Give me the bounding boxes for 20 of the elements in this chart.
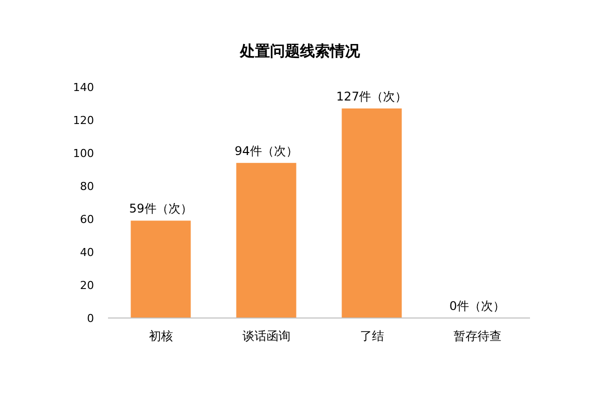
bar bbox=[342, 108, 402, 318]
y-tick-label: 80 bbox=[80, 180, 94, 193]
y-tick-label: 0 bbox=[87, 312, 94, 325]
y-tick-label: 40 bbox=[80, 246, 94, 259]
y-tick-label: 100 bbox=[73, 147, 94, 160]
data-label: 127件（次） bbox=[336, 89, 408, 104]
data-label: 0件（次） bbox=[449, 299, 506, 313]
data-label: 59件（次） bbox=[129, 202, 192, 216]
y-tick-label: 120 bbox=[73, 114, 94, 127]
y-tick-label: 20 bbox=[80, 279, 94, 292]
chart-title: 处置问题线索情况 bbox=[239, 42, 361, 60]
data-label: 94件（次） bbox=[234, 144, 298, 158]
y-tick-label: 140 bbox=[73, 81, 94, 94]
bar bbox=[236, 162, 296, 318]
x-tick-label: 初核 bbox=[148, 329, 173, 343]
x-tick-label: 暂存待查 bbox=[453, 329, 502, 343]
x-tick-label: 谈话函询 bbox=[242, 329, 290, 343]
y-tick-label: 60 bbox=[80, 213, 94, 226]
bar bbox=[130, 220, 191, 318]
x-tick-label: 了结 bbox=[360, 329, 384, 343]
